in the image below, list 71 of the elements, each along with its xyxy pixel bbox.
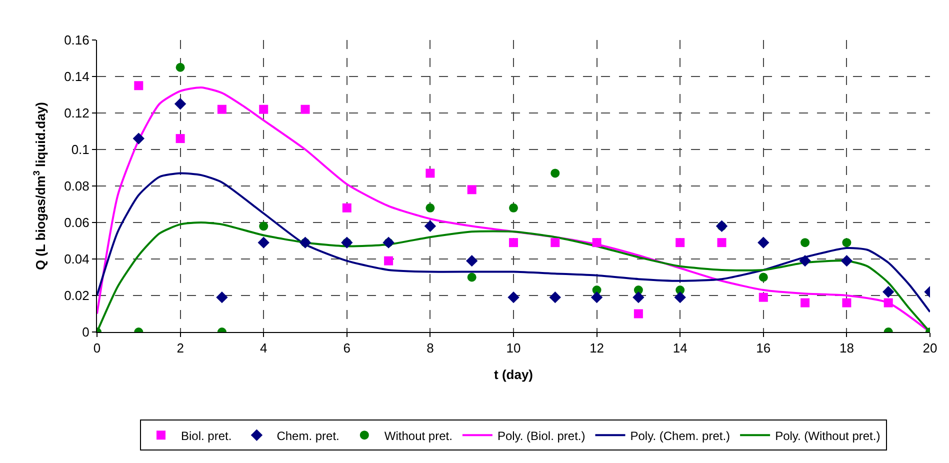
point xyxy=(300,104,310,114)
point xyxy=(217,104,226,114)
point xyxy=(508,291,520,304)
x-tick-label: 20 xyxy=(922,340,938,356)
x-tick-label: 12 xyxy=(590,340,604,356)
point xyxy=(717,238,726,248)
point xyxy=(259,222,268,231)
point xyxy=(799,254,811,267)
point xyxy=(758,292,768,302)
point xyxy=(800,298,810,308)
line-series xyxy=(97,172,930,313)
point xyxy=(676,238,685,248)
point xyxy=(550,238,560,248)
point xyxy=(758,236,770,248)
x-tick-label: 8 xyxy=(426,340,434,356)
point xyxy=(758,272,768,282)
point xyxy=(882,286,894,298)
x-tick-label: 0 xyxy=(93,340,101,356)
point xyxy=(550,168,560,178)
y-tick-label: 0.02 xyxy=(64,288,90,304)
x-tick-label: 4 xyxy=(260,340,268,356)
y-tick-label: 0.06 xyxy=(64,215,90,230)
point xyxy=(174,98,186,110)
y-tick-label: 0.04 xyxy=(64,252,90,267)
x-tick-label: 16 xyxy=(756,340,771,356)
point xyxy=(884,298,893,308)
x-tick-label: 6 xyxy=(343,340,351,356)
point xyxy=(592,238,602,248)
point xyxy=(632,291,644,304)
legend-label: Biol. pret. xyxy=(181,428,232,443)
point xyxy=(384,256,394,266)
point xyxy=(842,298,852,308)
point xyxy=(590,291,603,304)
x-tick-label: 10 xyxy=(506,340,521,356)
point xyxy=(176,62,185,72)
point xyxy=(134,81,144,90)
y-tick-label: 0.08 xyxy=(64,178,90,194)
point xyxy=(258,236,270,248)
point xyxy=(426,203,435,212)
point xyxy=(132,132,144,144)
point xyxy=(800,238,810,248)
point xyxy=(467,185,476,194)
legend-label: Poly. (Biol. pret.) xyxy=(497,428,586,443)
point xyxy=(674,291,686,304)
point xyxy=(424,220,436,232)
point xyxy=(342,203,352,212)
y-tick-label: 0.12 xyxy=(64,106,90,121)
y-tick-label: 0 xyxy=(82,324,90,340)
point xyxy=(509,238,518,248)
point xyxy=(840,254,853,267)
legend-label: Poly. (Without pret.) xyxy=(775,428,880,443)
point xyxy=(176,134,185,144)
y-tick-label: 0.16 xyxy=(64,32,90,48)
point xyxy=(259,104,268,114)
point xyxy=(509,203,518,212)
x-tick-label: 18 xyxy=(839,340,854,356)
x-tick-label: 14 xyxy=(672,340,688,356)
point xyxy=(216,291,228,304)
legend-label: Chem. pret. xyxy=(276,428,340,443)
point xyxy=(634,309,643,318)
legend-label: Poly. (Chem. pret.) xyxy=(630,428,730,443)
point xyxy=(549,291,561,304)
point xyxy=(842,238,852,248)
y-tick-label: 0.14 xyxy=(64,69,90,84)
point xyxy=(426,168,435,178)
legend-label: Without pret. xyxy=(384,428,452,443)
point xyxy=(467,272,476,282)
x-axis-title: t (day) xyxy=(494,367,533,382)
x-tick-label: 2 xyxy=(176,340,184,356)
point xyxy=(466,254,478,267)
y-tick-label: 0.1 xyxy=(71,142,90,158)
